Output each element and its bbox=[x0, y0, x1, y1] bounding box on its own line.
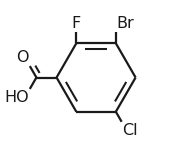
Text: Br: Br bbox=[117, 16, 134, 31]
Text: HO: HO bbox=[4, 90, 29, 105]
Text: Cl: Cl bbox=[122, 123, 138, 138]
Text: F: F bbox=[72, 16, 81, 31]
Text: O: O bbox=[16, 50, 29, 65]
